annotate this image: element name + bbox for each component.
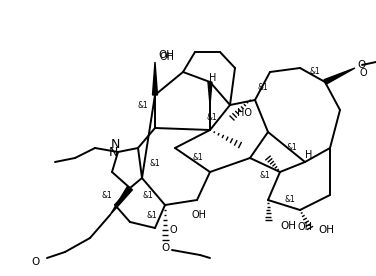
- Text: &1: &1: [259, 171, 270, 179]
- Polygon shape: [324, 68, 355, 84]
- Polygon shape: [153, 62, 158, 95]
- Text: N: N: [110, 139, 120, 152]
- Text: &1: &1: [207, 113, 217, 123]
- Text: &1: &1: [150, 158, 161, 168]
- Text: OH: OH: [160, 52, 175, 62]
- Text: N: N: [108, 145, 118, 158]
- Text: O: O: [161, 243, 169, 253]
- Text: O: O: [357, 60, 365, 70]
- Text: OH: OH: [297, 222, 312, 232]
- Text: O: O: [169, 225, 177, 235]
- Text: HO: HO: [237, 108, 252, 118]
- Text: &1: &1: [102, 190, 112, 200]
- Text: &1: &1: [193, 153, 203, 163]
- Text: &1: &1: [285, 195, 296, 205]
- Text: O: O: [360, 68, 368, 78]
- Text: H: H: [209, 73, 217, 83]
- Text: OH: OH: [158, 50, 174, 60]
- Text: OH: OH: [318, 225, 334, 235]
- Text: O: O: [32, 257, 40, 267]
- Polygon shape: [110, 186, 132, 215]
- Text: &1: &1: [138, 100, 149, 110]
- Text: &1: &1: [287, 144, 297, 153]
- Text: H: H: [305, 150, 312, 160]
- Text: &1: &1: [258, 84, 268, 92]
- Text: OH: OH: [280, 221, 296, 231]
- Text: &1: &1: [309, 68, 320, 76]
- Text: &1: &1: [143, 190, 153, 200]
- Text: OH: OH: [191, 210, 206, 220]
- Polygon shape: [208, 82, 212, 105]
- Text: &1: &1: [147, 211, 158, 219]
